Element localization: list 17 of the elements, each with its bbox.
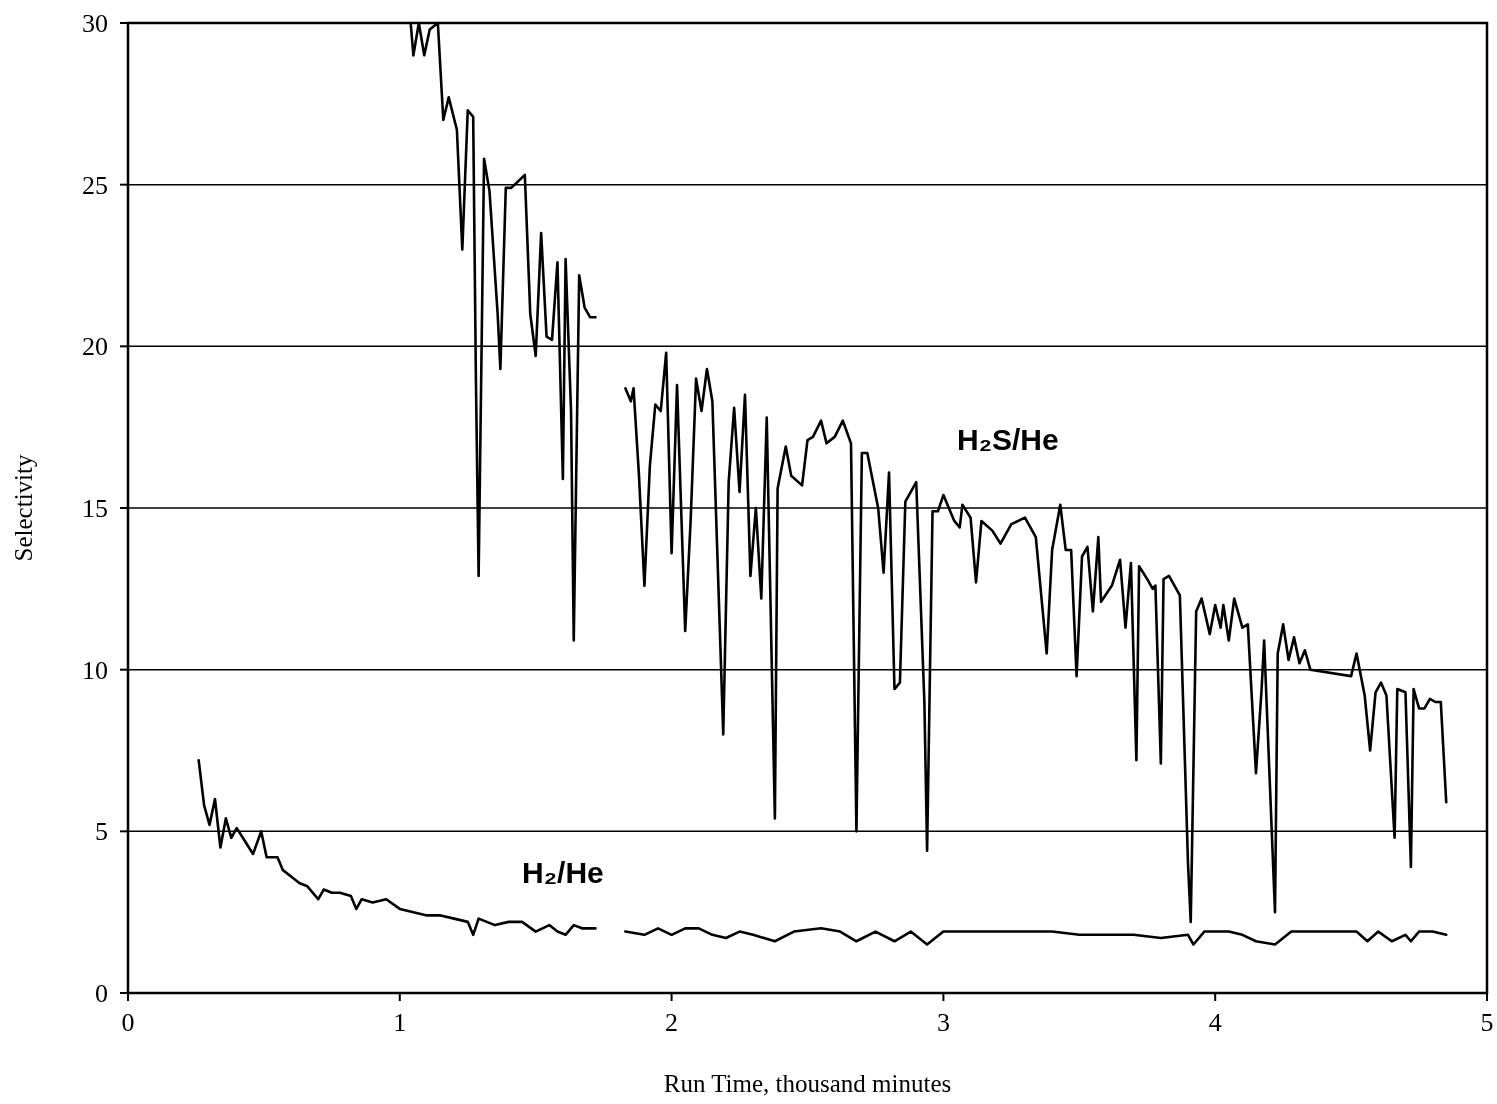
y-tick-label: 10 <box>82 655 108 685</box>
y-tick-label: 15 <box>82 494 108 524</box>
y-axis-title: Selectivity <box>10 454 37 562</box>
x-tick-label: 4 <box>1208 1008 1222 1037</box>
x-tick-label: 0 <box>121 1008 135 1037</box>
series-label: H₂/He <box>522 856 604 890</box>
series-label: H₂S/He <box>956 422 1059 456</box>
x-axis-title: Run Time, thousand minutes <box>663 1070 952 1097</box>
y-tick-label: 5 <box>95 817 108 847</box>
x-tick-label: 3 <box>936 1008 950 1037</box>
y-tick-label: 0 <box>95 979 108 1009</box>
y-tick-label: 25 <box>82 170 108 200</box>
x-tick-label: 2 <box>665 1008 679 1037</box>
y-tick-label: 30 <box>82 9 108 39</box>
x-tick-label: 5 <box>1480 1008 1494 1037</box>
x-tick-label: 1 <box>393 1008 407 1037</box>
y-tick-label: 20 <box>82 332 108 362</box>
